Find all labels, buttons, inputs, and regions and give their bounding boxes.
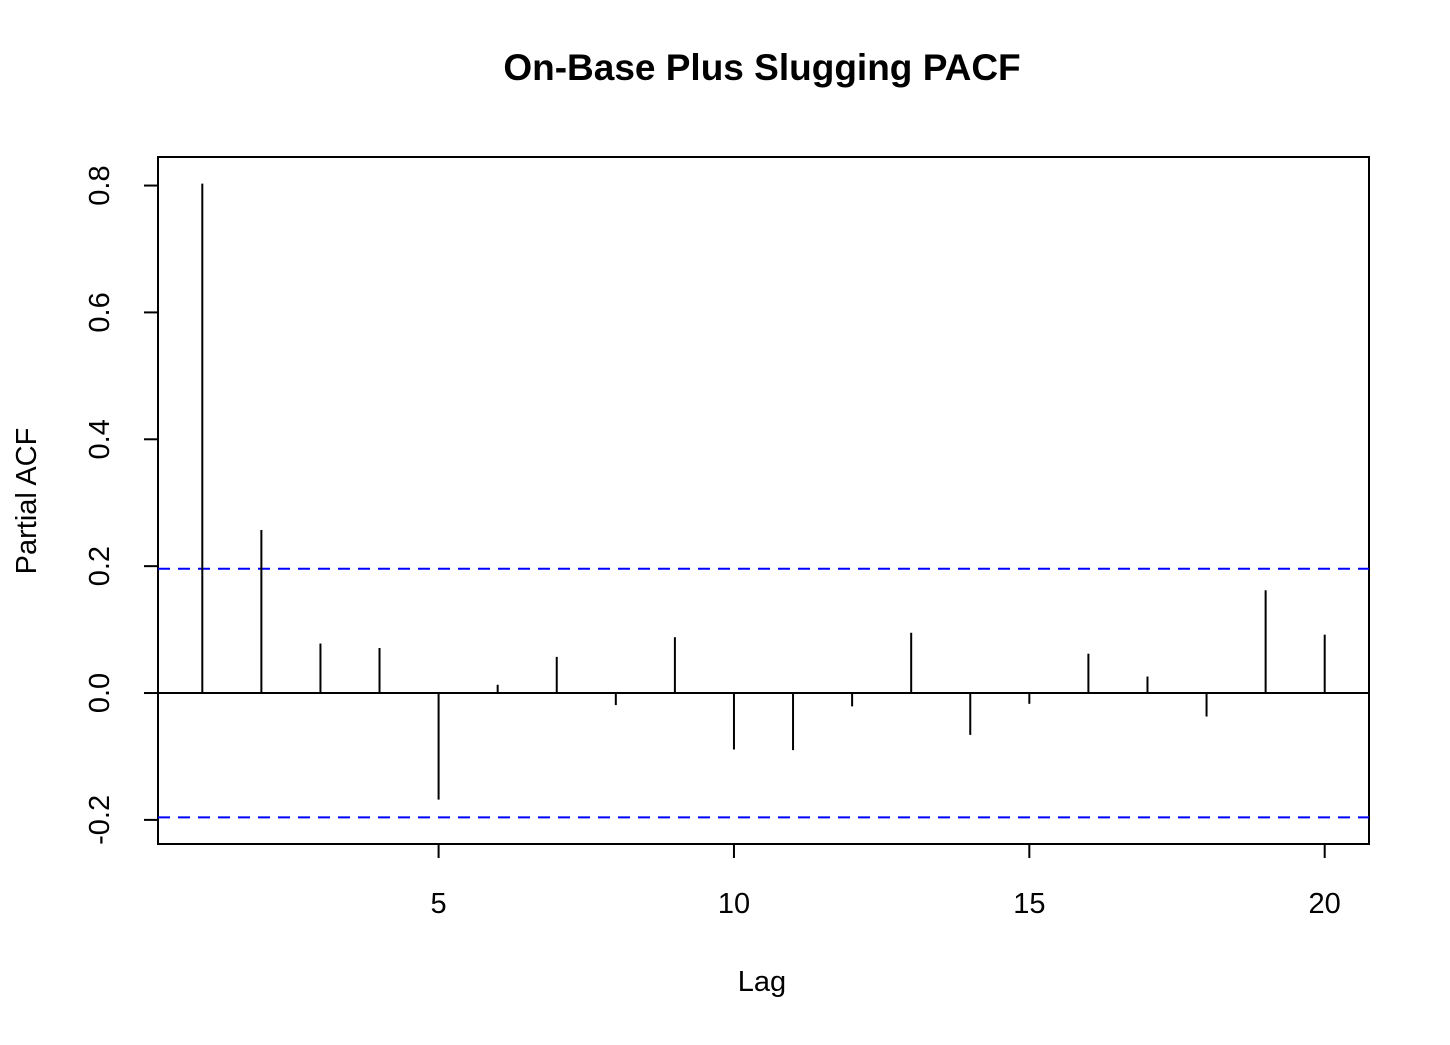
x-tick-label: 15	[1013, 888, 1045, 920]
chart-title: On-Base Plus Slugging PACF	[503, 47, 1020, 88]
y-axis-label: Partial ACF	[11, 428, 43, 575]
y-tick-label: 0.4	[84, 419, 116, 459]
chart-marks: 5 10 15 20 -0.2 0.0 0.2 0.4 0.6 0.8	[84, 156, 1370, 920]
plot-frame	[157, 156, 1370, 845]
x-tick-label: 20	[1309, 888, 1341, 920]
y-tick-label: 0.6	[84, 292, 116, 332]
y-tick-label: 0.0	[84, 673, 116, 713]
x-axis-label: Lag	[738, 966, 786, 998]
y-tick-label: -0.2	[84, 795, 116, 845]
y-tick-label: 0.8	[84, 165, 116, 205]
x-tick-label: 5	[431, 888, 447, 920]
y-tick-label: 0.2	[84, 546, 116, 586]
x-tick-label: 10	[718, 888, 750, 920]
